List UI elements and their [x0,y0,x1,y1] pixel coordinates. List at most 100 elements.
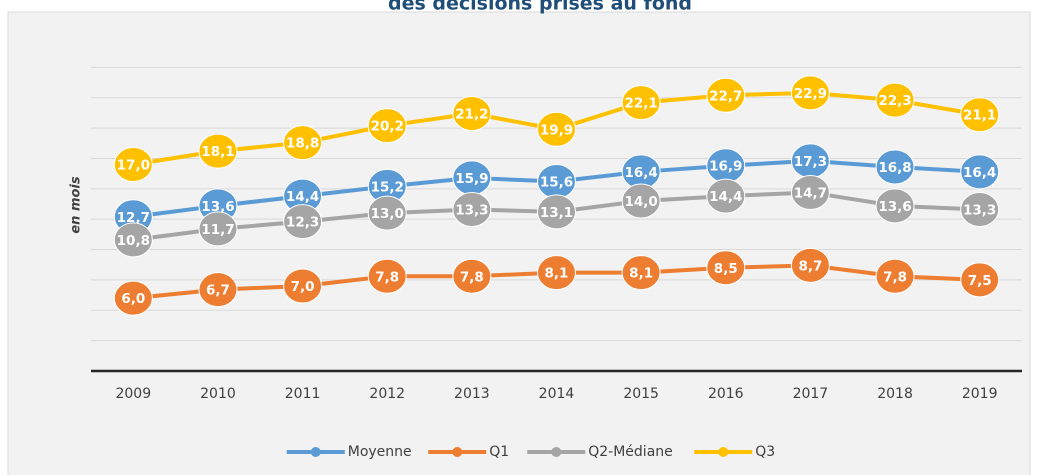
data-point [452,258,492,294]
data-point [875,188,915,224]
data-label: 13,3 [455,202,488,218]
x-tick-label: 2011 [285,386,321,402]
legend-marker [718,447,729,457]
x-tick-label: 2009 [115,386,151,402]
data-point [960,154,1000,190]
x-tick-label: 2017 [793,386,829,402]
data-point [113,147,153,183]
data-point [621,183,661,219]
data-label: 17,0 [117,158,150,174]
data-label: 16,4 [963,165,996,181]
data-point [537,111,576,147]
data-point [452,96,492,132]
data-label: 8,5 [714,261,738,277]
data-label: 22,1 [624,96,657,112]
data-label: 22,9 [794,86,827,102]
data-label: 13,6 [878,199,911,215]
data-label: 13,0 [371,206,404,222]
data-point [706,178,746,214]
data-point [283,125,323,161]
data-point [198,272,238,308]
data-label: 19,9 [540,122,573,138]
data-label: 13,6 [201,199,234,215]
data-label: 22,7 [709,88,742,104]
legend-label: Q2-Médiane [588,444,673,460]
data-label: 12,3 [286,215,319,231]
data-point [367,258,407,294]
data-label: 7,8 [375,269,399,285]
x-tick-label: 2016 [708,386,744,402]
data-point [621,85,661,121]
data-label: 18,1 [201,144,234,160]
legend-label: Moyenne [348,444,412,460]
data-point [875,149,915,185]
data-point [452,191,492,227]
data-label: 21,2 [455,107,488,123]
data-label: 15,2 [371,179,404,195]
data-label: 15,6 [540,175,573,191]
data-label: 15,9 [455,171,488,187]
data-point [960,262,1000,298]
data-point [537,194,576,230]
data-label: 7,5 [968,273,992,289]
data-point [790,174,830,210]
data-label: 13,3 [963,202,996,218]
x-tick-label: 2014 [539,386,575,402]
data-point [367,195,407,231]
data-label: 7,8 [460,269,484,285]
x-tick-label: 2012 [369,386,405,402]
data-label: 7,0 [291,279,315,295]
data-label: 8,7 [798,258,822,274]
data-label: 18,8 [286,136,319,152]
data-label: 16,8 [878,160,911,176]
data-point [875,82,915,118]
legend-marker [551,447,562,457]
data-label: 16,9 [709,159,742,175]
chart-title: des décisions prises au fond [388,0,692,15]
chart-area [7,11,1031,475]
data-label: 6,0 [121,291,145,307]
data-label: 13,1 [540,205,573,221]
data-label: 22,3 [878,93,911,109]
data-label: 12,7 [117,210,150,226]
data-point [283,204,323,240]
data-point [706,77,746,113]
x-tick-label: 2018 [877,386,913,402]
data-label: 17,3 [794,154,827,170]
data-label: 21,1 [963,108,996,124]
data-point [283,268,323,304]
data-point [198,133,238,169]
data-label: 10,8 [117,233,150,249]
data-point [790,75,830,111]
data-point [706,250,746,286]
data-label: 11,7 [201,222,234,238]
data-label: 14,4 [709,189,742,205]
data-label: 8,1 [629,266,653,282]
data-point [960,191,1000,227]
data-point [113,280,153,316]
y-axis-label: en mois [69,176,84,234]
data-label: 16,4 [624,165,657,181]
data-point [960,97,1000,133]
legend-label: Q3 [755,444,775,460]
data-label: 7,8 [883,269,907,285]
legend-marker [452,447,463,457]
data-point [875,258,915,294]
x-tick-label: 2019 [962,386,998,402]
x-tick-label: 2013 [454,386,490,402]
data-label: 8,1 [545,266,569,282]
data-point [113,222,153,258]
x-tick-label: 2010 [200,386,236,402]
data-point [198,211,238,247]
legend-marker [310,447,321,457]
x-tick-label: 2015 [623,386,659,402]
data-label: 14,4 [286,189,319,205]
data-point [790,247,830,283]
data-point [537,255,576,291]
legend-label: Q1 [489,444,509,460]
data-label: 20,2 [371,119,404,135]
data-label: 6,7 [206,283,230,299]
data-label: 14,0 [624,194,657,210]
